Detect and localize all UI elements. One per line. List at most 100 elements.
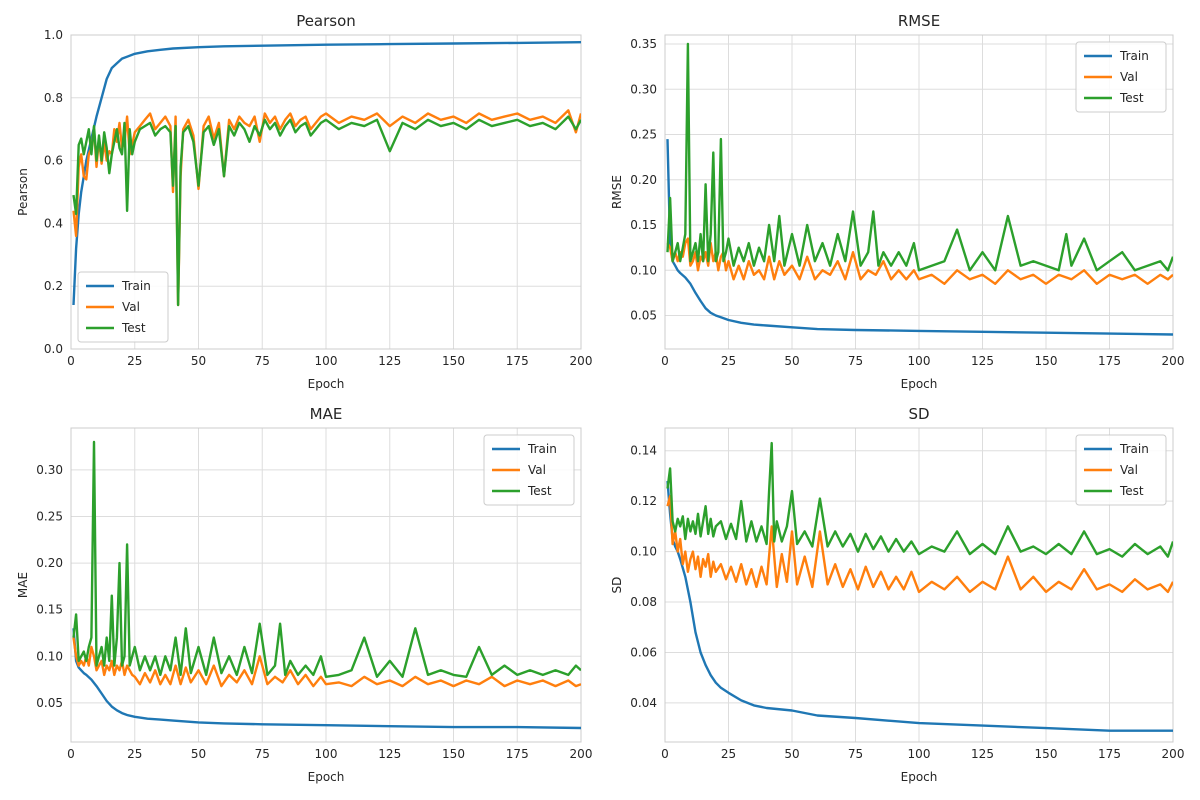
mae-xtick-label: 150 — [442, 747, 465, 761]
rmse-xtick-label: 125 — [971, 354, 994, 368]
sd-frame — [664, 427, 1174, 743]
mae-series-train-line — [72, 628, 581, 730]
rmse-series-test-line — [666, 42, 1173, 272]
mae-frame — [70, 427, 582, 743]
legend-label-train: Train — [527, 442, 557, 456]
pearson-xlabel: Epoch — [308, 377, 345, 391]
rmse-ytick-label: 0.15 — [630, 218, 657, 232]
legend-label-val: Val — [528, 463, 546, 477]
pearson-xtick-label: 0 — [67, 354, 75, 368]
mae-series-test-line — [72, 440, 581, 678]
pearson-xtick-label: 150 — [442, 354, 465, 368]
pearson-xtick-label: 100 — [315, 354, 338, 368]
sd-series-train-line — [666, 480, 1173, 732]
sd-xtick-label: 200 — [1162, 747, 1185, 761]
sd-xtick-label: 100 — [908, 747, 931, 761]
legend-label-train: Train — [121, 279, 151, 293]
legend-label-val: Val — [1120, 463, 1138, 477]
sd-xtick-label: 175 — [1098, 747, 1121, 761]
mae-legend: Train Val Test — [483, 434, 575, 506]
sd-ytick-label: 0.10 — [630, 545, 657, 559]
sd-series-val-line — [666, 494, 1173, 594]
legend-box — [483, 434, 575, 506]
rmse-xtick-label: 175 — [1098, 354, 1121, 368]
pearson-xtick-label: 175 — [506, 354, 529, 368]
pearson-frame — [70, 34, 582, 350]
sd-ytick-label: 0.04 — [630, 696, 657, 710]
rmse-ytick-label: 0.10 — [630, 263, 657, 277]
rmse-xtick-label: 0 — [661, 354, 669, 368]
pearson-series-val-line — [72, 109, 581, 307]
pearson-xtick-label: 75 — [255, 354, 270, 368]
legend-label-val: Val — [122, 300, 140, 314]
pearson-ytick-label: 0.6 — [44, 154, 63, 168]
legend-label-test: Test — [121, 321, 146, 335]
sd-series-test-line — [666, 441, 1173, 558]
rmse-ytick-label: 0.25 — [630, 128, 657, 142]
mae-panel: 0 25 50 75 100 125 150 175 200 0.05 0.10 0.15 0.20 0.… — [16, 405, 592, 784]
legend-label-test: Test — [527, 484, 552, 498]
pearson-legend: Train Val Test — [77, 271, 169, 343]
mae-series-val-line — [72, 637, 581, 688]
mae-xtick-label: 25 — [127, 747, 142, 761]
pearson-ytick-label: 1.0 — [44, 28, 63, 42]
rmse-frame — [664, 34, 1174, 350]
sd-panel: 0 25 50 75 100 125 150 175 200 0.04 0.06 0.08 0.10 0.… — [610, 405, 1184, 784]
rmse-ylabel: RMSE — [610, 175, 624, 209]
mae-ytick-label: 0.25 — [36, 510, 63, 524]
sd-xtick-label: 50 — [784, 747, 799, 761]
legend-box — [1075, 41, 1167, 113]
mae-xtick-label: 0 — [67, 747, 75, 761]
pearson-series-test-line — [72, 115, 581, 307]
pearson-ylabel: Pearson — [16, 168, 30, 216]
legend-label-test: Test — [1119, 91, 1144, 105]
legend-label-val: Val — [1120, 70, 1138, 84]
sd-ytick-label: 0.08 — [630, 595, 657, 609]
rmse-legend: Train Val Test — [1075, 41, 1167, 113]
legend-label-test: Test — [1119, 484, 1144, 498]
mae-ylabel: MAE — [16, 572, 30, 598]
mae-xlabel: Epoch — [308, 770, 345, 784]
mae-xtick-label: 200 — [570, 747, 593, 761]
sd-ytick-label: 0.14 — [630, 444, 657, 458]
sd-ylabel: SD — [610, 577, 624, 594]
mae-ytick-label: 0.30 — [36, 463, 63, 477]
pearson-ytick-label: 0.8 — [44, 91, 63, 105]
rmse-series-val-line — [666, 237, 1173, 285]
rmse-xlabel: Epoch — [901, 377, 938, 391]
pearson-xtick-label: 200 — [570, 354, 593, 368]
pearson-ytick-label: 0.0 — [44, 342, 63, 356]
rmse-ytick-label: 0.35 — [630, 37, 657, 51]
pearson-xtick-label: 25 — [127, 354, 142, 368]
mae-ytick-label: 0.05 — [36, 696, 63, 710]
mae-title: MAE — [310, 405, 343, 423]
mae-xtick-label: 175 — [506, 747, 529, 761]
rmse-xtick-label: 50 — [784, 354, 799, 368]
rmse-ytick-label: 0.30 — [630, 82, 657, 96]
mae-xtick-label: 125 — [378, 747, 401, 761]
rmse-title: RMSE — [898, 12, 940, 30]
sd-title: SD — [908, 405, 929, 423]
mae-xtick-label: 100 — [315, 747, 338, 761]
rmse-xtick-label: 150 — [1035, 354, 1058, 368]
sd-xtick-label: 0 — [661, 747, 669, 761]
mae-xtick-label: 75 — [255, 747, 270, 761]
mae-ytick-label: 0.15 — [36, 603, 63, 617]
rmse-ytick-label: 0.20 — [630, 173, 657, 187]
mae-xtick-label: 50 — [191, 747, 206, 761]
rmse-ytick-label: 0.05 — [630, 309, 657, 323]
sd-legend: Train Val Test — [1075, 434, 1167, 506]
rmse-xtick-label: 200 — [1162, 354, 1185, 368]
legend-box — [77, 271, 169, 343]
legend-label-train: Train — [1119, 442, 1149, 456]
sd-ytick-label: 0.06 — [630, 645, 657, 659]
sd-xtick-label: 75 — [848, 747, 863, 761]
sd-ytick-label: 0.12 — [630, 494, 657, 508]
pearson-panel: 0 25 50 75 100 125 150 175 200 0.0 0.2 0.4 0.6 0.8 1.0… — [16, 12, 592, 391]
mae-ytick-label: 0.10 — [36, 649, 63, 663]
rmse-panel: 0 25 50 75 100 125 150 175 200 0.05 0.10 0.15 0.20 0.… — [610, 12, 1184, 391]
pearson-xtick-label: 125 — [378, 354, 401, 368]
rmse-series-train-line — [666, 139, 1173, 336]
sd-xtick-label: 150 — [1035, 747, 1058, 761]
